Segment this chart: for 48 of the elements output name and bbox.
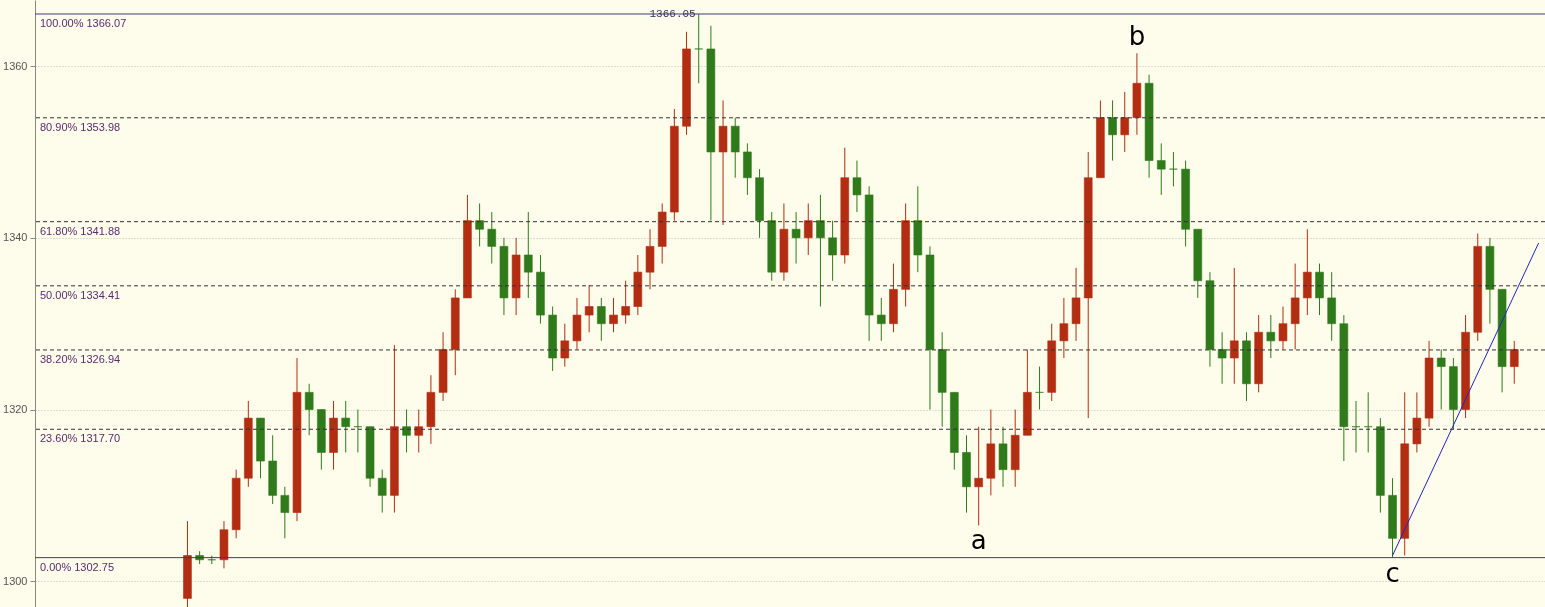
- ref-line-label: 61.80% 1341.88: [40, 224, 121, 237]
- ref-line-label: 23.60% 1317.70: [40, 432, 121, 445]
- candlestick: [377, 469, 387, 514]
- candlestick: [694, 13, 703, 84]
- candlestick: [597, 297, 606, 342]
- candlestick: [816, 194, 825, 307]
- annotation: a: [970, 525, 987, 556]
- annotation: b: [1128, 21, 1146, 52]
- candlestick: [1266, 314, 1276, 359]
- candlestick: [560, 323, 570, 368]
- candlestick: [280, 486, 290, 539]
- candlestick: [475, 202, 484, 247]
- ref-line-label: 80.90% 1353.98: [40, 120, 121, 133]
- candlestick: [1157, 142, 1166, 196]
- candlestick: [341, 400, 350, 453]
- y-tick-label: 1300: [3, 574, 28, 587]
- y-tick-label: 1360: [3, 59, 28, 72]
- y-tick-label: 1320: [3, 403, 28, 416]
- annotation: c: [1385, 557, 1400, 588]
- candlestick: [1169, 151, 1178, 187]
- candlestick: [1510, 340, 1519, 385]
- ref-line-label: 100.00% 1366.07: [40, 16, 127, 29]
- candlestick: [828, 220, 837, 282]
- annotation: 1366.05: [649, 8, 696, 21]
- candlestick: [1278, 306, 1288, 350]
- candlestick: [1108, 99, 1117, 162]
- candlestick: [1120, 91, 1129, 153]
- candlestick: [791, 211, 801, 265]
- candlestick: [877, 297, 886, 342]
- candlestick: [1436, 348, 1446, 411]
- candlestick: [852, 160, 862, 213]
- ref-line-label: 38.20% 1326.94: [40, 352, 121, 365]
- candlestick: [804, 202, 813, 256]
- y-tick-label: 1340: [3, 231, 28, 244]
- candlestick: [1059, 297, 1069, 359]
- ref-line-label: 50.00% 1334.41: [40, 288, 121, 301]
- ref-line-label: 0.00% 1302.75: [40, 560, 115, 573]
- candlestick: [402, 409, 411, 453]
- candlestick: [414, 409, 423, 453]
- candlestick: [524, 211, 533, 299]
- candlestick: [1217, 331, 1227, 385]
- candlestick: [609, 297, 618, 333]
- candlestick: [487, 211, 497, 265]
- candlestick: [304, 383, 314, 436]
- candlestick: [584, 284, 594, 333]
- candlestick: [621, 280, 630, 325]
- candlestick: [974, 426, 983, 526]
- candlestick: [1230, 267, 1239, 385]
